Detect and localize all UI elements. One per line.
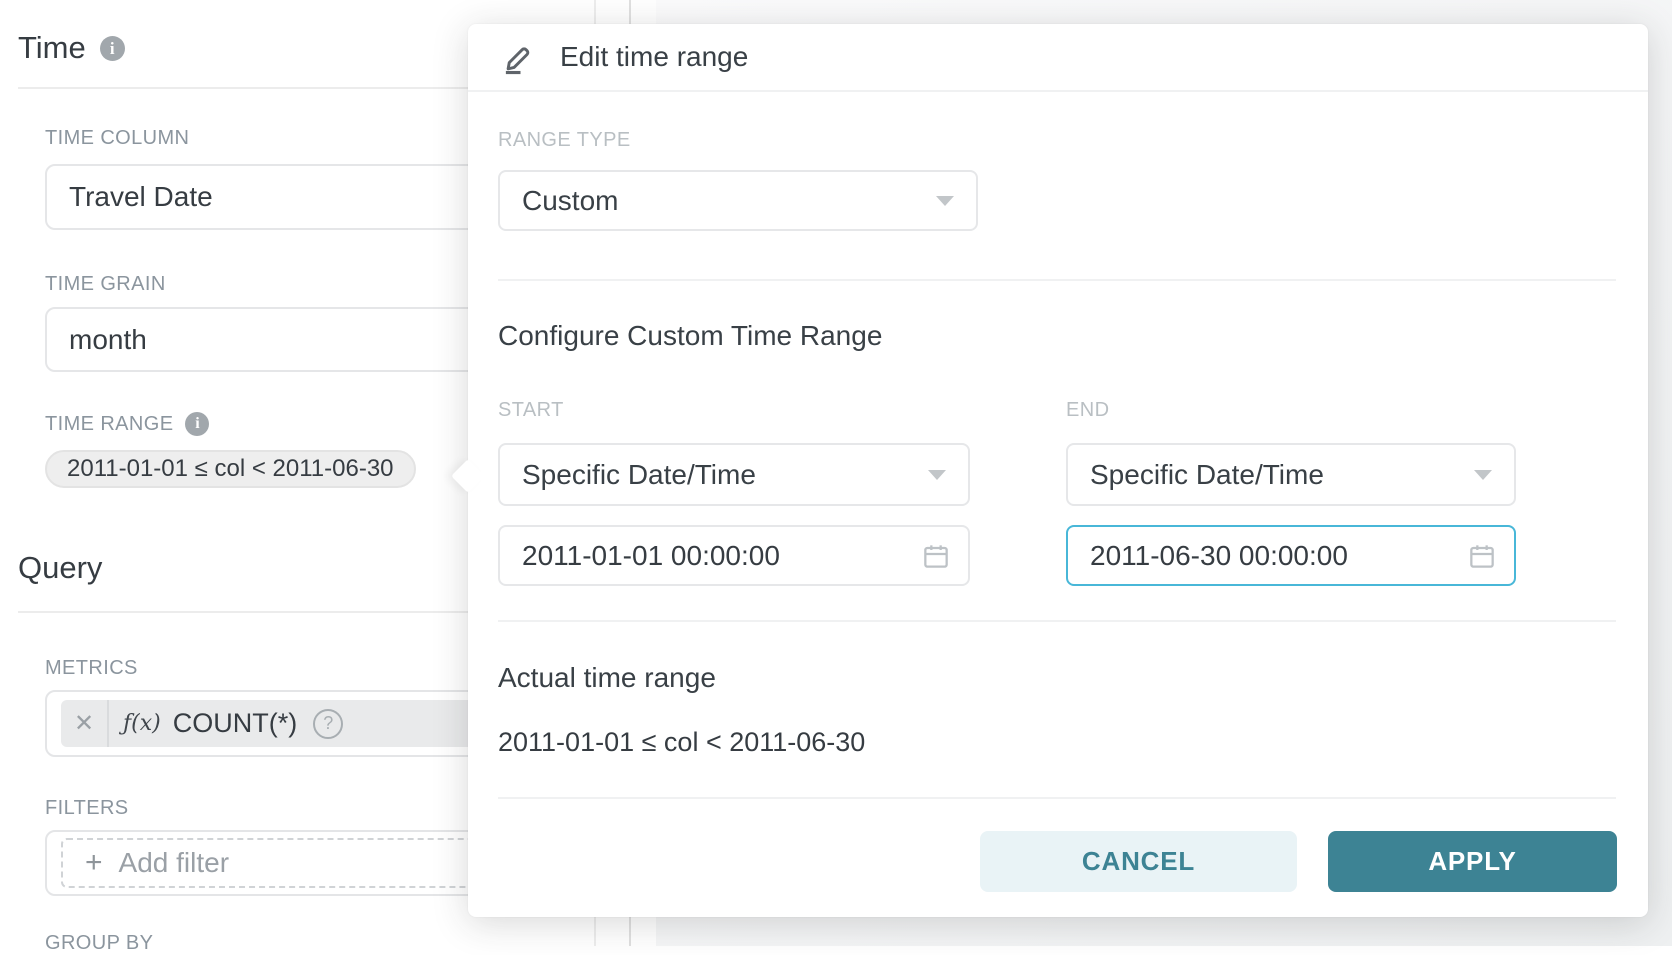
time-section-header: Time i — [18, 30, 125, 66]
add-filter-label: Add filter — [118, 847, 230, 878]
metric-name: COUNT(*) — [172, 708, 298, 738]
apply-button[interactable]: APPLY — [1328, 831, 1617, 892]
edit-time-range-popover: Edit time range RANGE TYPE Custom Config… — [451, 24, 1648, 917]
configure-heading: Configure Custom Time Range — [498, 320, 883, 351]
time-column-value: Travel Date — [69, 181, 213, 212]
divider — [498, 620, 1616, 622]
actual-time-range-value: 2011-01-01 ≤ col < 2011-06-30 — [498, 727, 866, 757]
time-range-label-row: TIME RANGE i — [45, 412, 210, 436]
actual-time-range-heading: Actual time range — [498, 662, 716, 693]
function-icon: ƒ(x) — [123, 711, 161, 736]
chevron-down-icon — [928, 469, 946, 480]
filters-label: FILTERS — [45, 797, 129, 819]
remove-metric-button[interactable]: ✕ — [61, 700, 109, 747]
metric-help-icon[interactable]: ? — [313, 708, 344, 739]
time-grain-value: month — [69, 323, 147, 355]
end-datetime-input[interactable] — [1066, 525, 1516, 586]
time-range-pill[interactable]: 2011-01-01 ≤ col < 2011-06-30 — [45, 450, 416, 488]
divider — [18, 611, 594, 613]
divider — [498, 797, 1616, 799]
plus-icon: + — [85, 846, 103, 879]
start-label: START — [498, 399, 564, 421]
info-icon[interactable]: i — [185, 412, 210, 436]
metrics-label: METRICS — [45, 657, 138, 679]
popover-header: Edit time range — [468, 24, 1648, 90]
chevron-down-icon — [936, 195, 954, 206]
end-mode-select[interactable]: Specific Date/Time — [1066, 443, 1516, 506]
cancel-button[interactable]: CANCEL — [980, 831, 1297, 892]
chevron-down-icon — [1474, 469, 1492, 480]
time-grain-label: TIME GRAIN — [45, 273, 166, 295]
info-icon[interactable]: i — [99, 35, 125, 61]
time-range-label: TIME RANGE — [45, 412, 174, 435]
divider — [498, 279, 1616, 281]
time-column-label: TIME COLUMN — [45, 127, 190, 149]
range-type-value: Custom — [522, 184, 619, 216]
end-mode-value: Specific Date/Time — [1090, 458, 1324, 490]
start-datetime-input[interactable] — [498, 525, 970, 586]
divider — [18, 87, 594, 89]
divider — [468, 90, 1648, 92]
range-type-label: RANGE TYPE — [498, 129, 631, 151]
popover-title: Edit time range — [560, 41, 749, 72]
query-section-title: Query — [18, 550, 103, 585]
popover-arrow — [451, 459, 485, 493]
start-mode-select[interactable]: Specific Date/Time — [498, 443, 970, 506]
group-by-label: GROUP BY — [45, 932, 154, 954]
edit-pencil-icon — [498, 39, 534, 75]
start-datetime-field — [498, 525, 970, 586]
start-mode-value: Specific Date/Time — [522, 458, 756, 490]
end-label: END — [1066, 399, 1110, 421]
range-type-select[interactable]: Custom — [498, 170, 978, 231]
end-datetime-field — [1066, 525, 1516, 586]
time-section-title: Time — [18, 30, 86, 65]
